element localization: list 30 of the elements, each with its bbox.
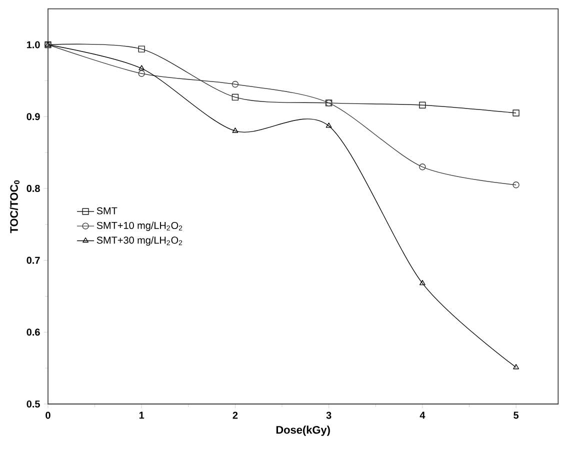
x-tick-label: 2 [232, 412, 238, 419]
point [512, 110, 520, 116]
y-tick-label: 0.9 [26, 113, 40, 120]
point [232, 128, 238, 133]
x-tick-label: 3 [326, 412, 332, 419]
point [419, 102, 426, 108]
point [513, 364, 519, 370]
x-tick-label: 5 [514, 412, 519, 419]
x-tick-label: 4 [420, 412, 426, 419]
x-tick-label: 1 [139, 412, 144, 419]
point [232, 80, 239, 88]
point [512, 182, 520, 188]
legend-label: SMT+10 mg/LH$_{2}$O$_{2}$ [96, 222, 182, 231]
x-axis-title: Dose(kGy) [276, 426, 330, 436]
point [138, 46, 145, 52]
y-tick-label: 0.8 [26, 184, 40, 192]
point [326, 122, 332, 128]
y-axis-title: TOC/TOC$_{0}$ [10, 180, 20, 234]
point [420, 280, 426, 286]
point [419, 164, 426, 170]
y-tick-label: 1.0 [27, 41, 40, 48]
y-tick-label: 0.6 [26, 328, 40, 336]
legend-label: SMT [96, 207, 118, 214]
legend-label: SMT+30 mg/LH$_{2}$O$_{2}$ [96, 236, 182, 246]
point [138, 70, 145, 77]
y-tick-label: 0.5 [26, 400, 40, 408]
y-tick-label: 0.7 [26, 256, 40, 264]
point [138, 65, 145, 70]
point [232, 94, 239, 101]
x-tick-label: 0 [46, 412, 50, 419]
